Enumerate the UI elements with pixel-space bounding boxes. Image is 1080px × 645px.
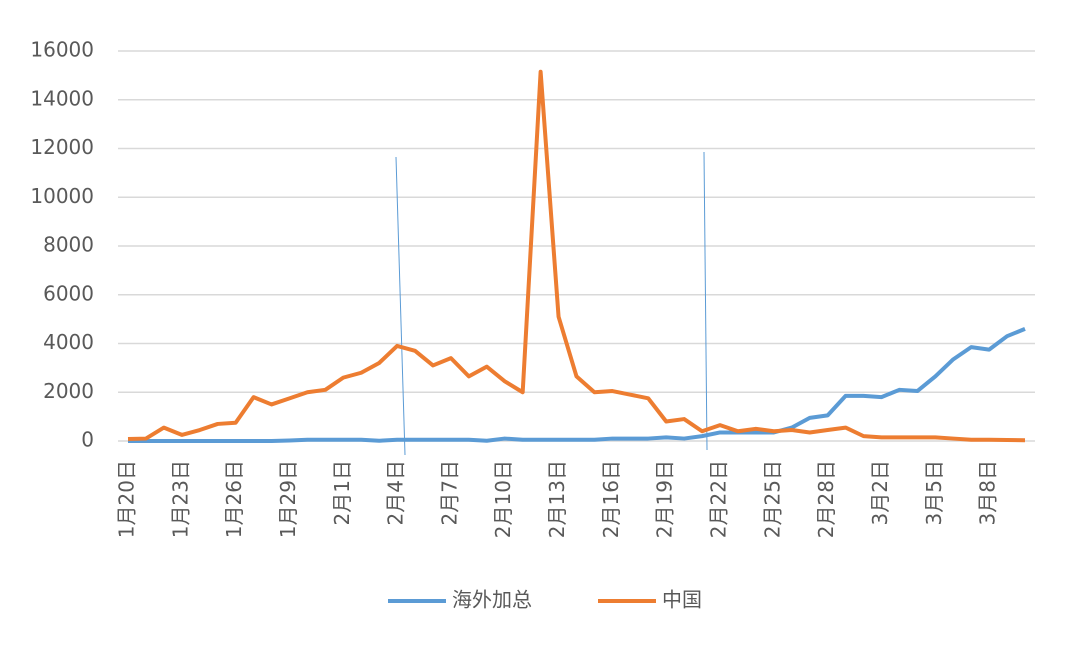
x-tick-label: 3月2日 (868, 460, 892, 525)
x-tick-label: 2月16日 (599, 460, 623, 538)
y-tick-label: 2000 (43, 379, 94, 403)
line (128, 327, 1026, 443)
x-tick-label: 1月26日 (222, 460, 246, 538)
x-tick-label: 1月20日 (115, 460, 139, 538)
x-tick-label: 2月28日 (814, 460, 838, 538)
x-tick-label: 2月25日 (760, 460, 784, 538)
x-tick-label: 2月22日 (707, 460, 731, 538)
y-tick-label: 6000 (43, 281, 94, 305)
x-tick-label: 3月8日 (976, 460, 1000, 525)
y-tick-label: 12000 (30, 135, 94, 159)
y-tick-label: 16000 (30, 38, 94, 62)
y-tick-label: 14000 (30, 86, 94, 110)
y-tick-label: 8000 (43, 233, 94, 257)
annotation-line (703, 151, 708, 451)
x-tick-label: 2月1日 (330, 460, 354, 525)
x-tick-label: 3月5日 (922, 460, 946, 525)
x-tick-label: 1月29日 (276, 460, 300, 538)
y-tick-label: 4000 (43, 330, 94, 354)
x-tick-label: 2月13日 (545, 460, 569, 538)
y-tick-label: 10000 (30, 184, 94, 208)
x-tick-label: 2月19日 (653, 460, 677, 538)
x-tick-label: 1月23日 (168, 460, 192, 538)
x-tick-label: 2月4日 (384, 460, 408, 525)
x-tick-label: 2月10日 (491, 460, 515, 538)
legend-label: 中国 (662, 588, 702, 612)
legend-label: 海外加总 (452, 588, 532, 612)
x-tick-label: 2月7日 (437, 460, 461, 525)
annotation-line (395, 156, 406, 456)
grid (118, 50, 1035, 442)
line (127, 69, 1026, 443)
y-tick-label: 0 (81, 428, 94, 452)
